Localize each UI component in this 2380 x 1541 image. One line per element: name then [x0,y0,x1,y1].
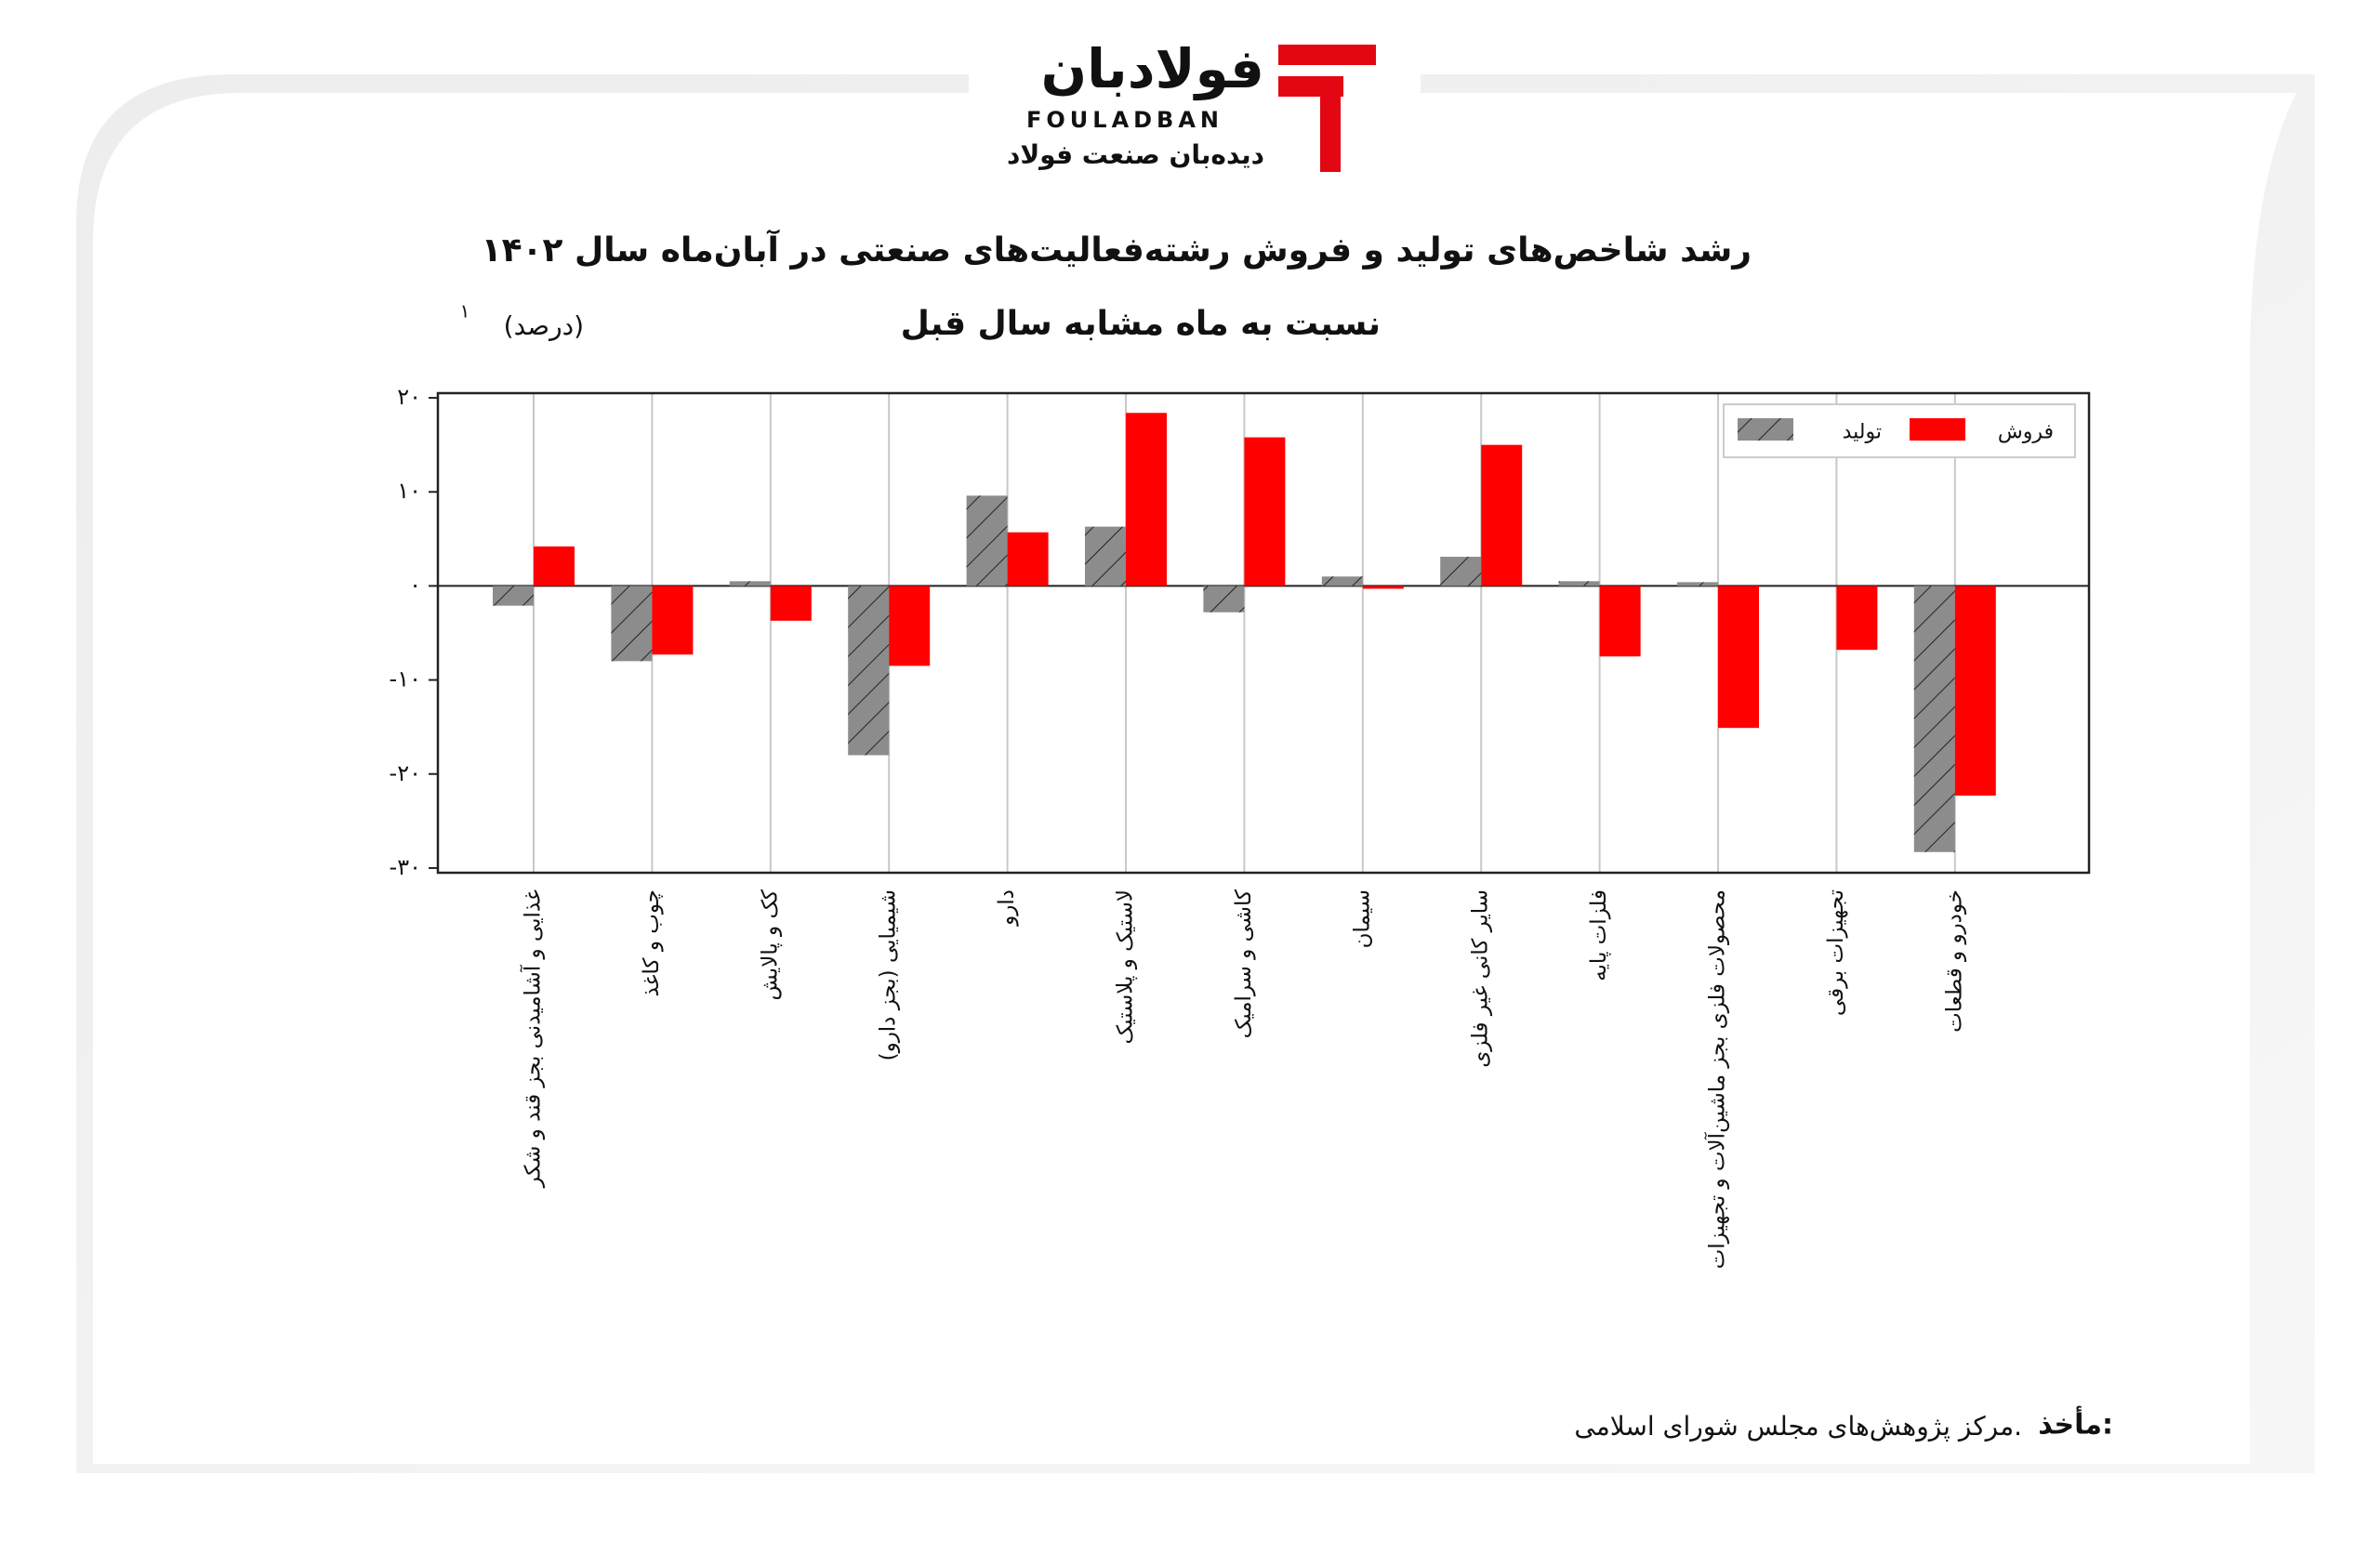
bar-hatch [1085,526,1126,586]
legend-label: فروش [1998,421,2054,444]
y-tick-label: -۳۰ [390,854,421,880]
bar-hatch [493,586,534,606]
plot-frame [436,391,2091,875]
legend-label: تولید [1843,421,1882,444]
logo-icon [1320,76,1341,172]
bar-hatch [1677,582,1718,586]
y-tick-label: -۲۰ [390,760,421,786]
x-tick-label: محصولات فلزی بجز ماشین‌آلات و تجهیزات [1704,889,1730,1269]
source-label: مأخذ: [2038,1406,2113,1442]
bar-hatch [966,495,1008,586]
x-tick-label: دارو [995,889,1019,927]
x-tick-label: تجهیزات برقی [1824,889,1848,1016]
bar-hatch [1913,586,1955,852]
x-tick-label: فلزات پایه [1587,889,1611,981]
bar-hatch [729,581,771,586]
bar [1599,586,1641,657]
y-tick-label: ۲۰ [397,384,421,410]
bar-hatch [848,586,890,756]
legend-swatch [1910,418,1965,441]
x-tick-label: لاستیک و پلاستیک [1114,889,1138,1044]
chart-subtitle: نسبت به ماه مشابه سال قبل [901,305,1381,343]
bar [652,586,694,655]
legend-swatch-hatch [1738,418,1793,441]
x-tick-label: کک و پالایش [758,889,782,1001]
source-text: مرکز پژوهش‌های مجلس شورای اسلامی. [1574,1411,2022,1442]
bar [1244,437,1286,586]
bar [889,586,931,666]
bar [1481,444,1523,586]
logo-latin: FOULADBAN [1026,107,1223,133]
bar [1362,586,1404,589]
x-tick-label: خودرو و قطعات [1942,889,1966,1033]
bar-hatch [1558,581,1600,586]
x-tick-label: سیمان [1350,889,1374,948]
bar [1718,586,1759,729]
bar [770,586,812,621]
y-tick-label: ۱۰ [397,478,421,504]
x-tick-label: شیمیایی (بجز دارو) [877,889,901,1060]
bar [1007,532,1049,586]
logo-tagline: دیده‌بان صنعت فولاد [1007,139,1264,170]
x-tick-label: چوب و کاغذ [640,889,664,997]
x-tick-label: غذایی و آشامیدنی بجز قند و شکر [520,889,546,1188]
x-tick-label: سایر کانی غیر فلزی [1469,889,1493,1068]
plot: -۳۰ -۲۰ -۱۰ ۰ ۱۰ ۲۰ غذایی و آشامیدنی بجز قند و… [390,384,2091,1269]
x-tick-label: کاشی و سرامیک [1232,889,1256,1038]
logo-icon [1278,45,1376,65]
y-tick-label: ۰ [409,572,421,598]
y-tick-label: -۱۰ [390,666,421,692]
unit-label: (درصد) [504,310,584,341]
bar-hatch [611,586,653,662]
bar [1954,586,1996,797]
chart-title: رشد شاخص‌های تولید و فروش رشته‌فعالیت‌ها… [482,229,1752,270]
bar-hatch [1203,586,1245,612]
bar [1836,586,1878,651]
logo-name: فولادبان [1041,37,1264,101]
bar-hatch [1440,557,1482,586]
bar [1126,413,1167,586]
bar-hatch [1321,576,1363,586]
unit-note: ۱ [460,300,470,323]
bar [534,546,575,586]
